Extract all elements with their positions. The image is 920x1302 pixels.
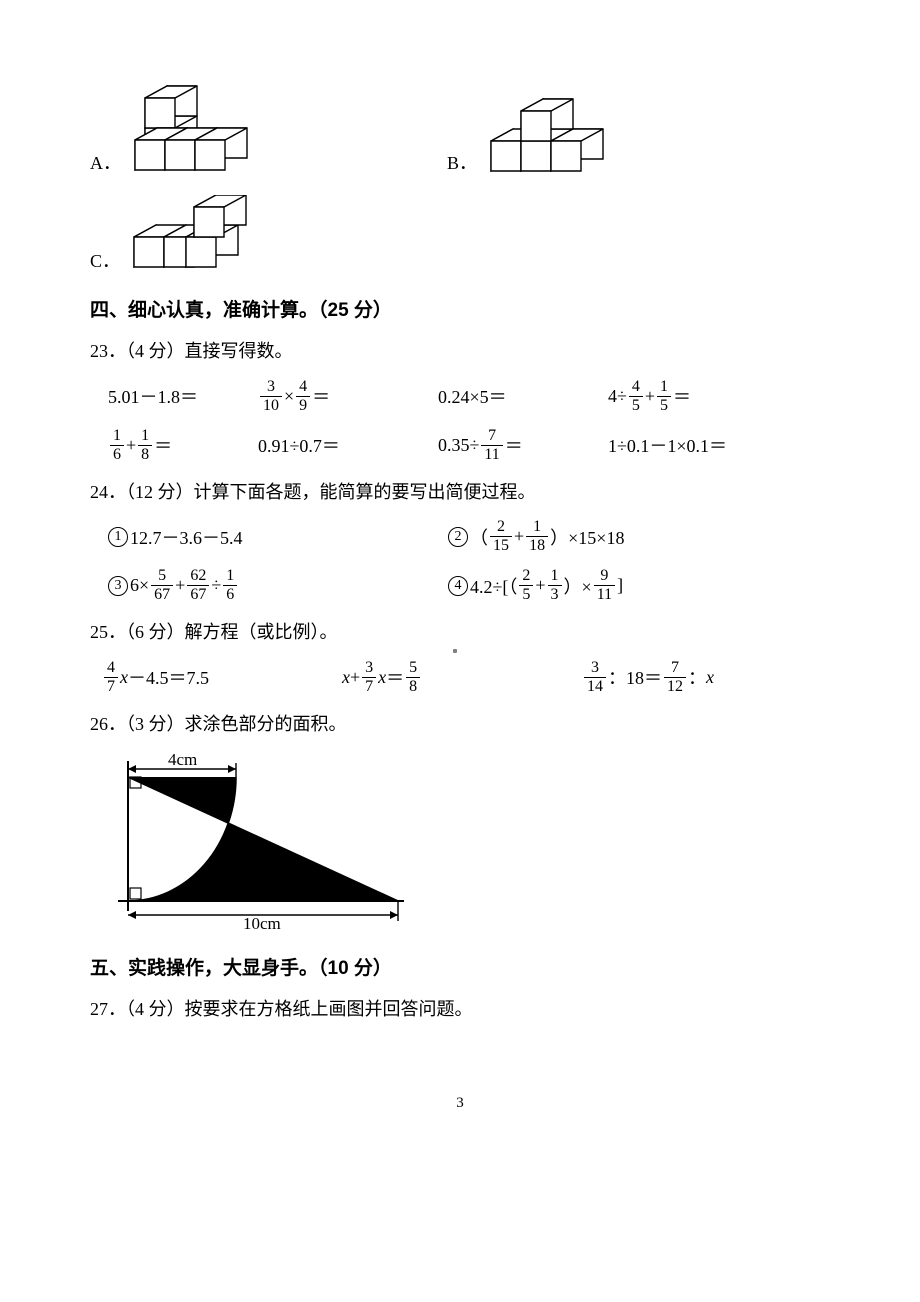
page-number: 3 <box>90 1095 830 1112</box>
q26-figure: 4cm 10cm <box>108 751 830 931</box>
q25-c3: 314 ：18＝ 712 ：x <box>582 660 830 695</box>
q23-text: 23．（4 分）直接写得数。 <box>90 336 830 367</box>
q23-r2c3: 0.35÷ 711 ＝ <box>438 428 608 463</box>
svg-text:10cm: 10cm <box>243 914 281 931</box>
section-5-heading: 五、实践操作，大显身手。（10 分） <box>90 953 830 980</box>
choice-c: C． <box>90 195 256 273</box>
choice-a-label: A． <box>90 149 121 175</box>
q27-text: 27．（4 分）按要求在方格纸上画图并回答问题。 <box>90 994 830 1025</box>
q24-text: 24．（12 分）计算下面各题，能简算的要写出简便过程。 <box>90 477 830 508</box>
q25-grid: 47 x－4.5＝7.5 x+ 37 x＝ 58 314 ：18＝ 712 ：x <box>102 660 830 695</box>
q25-c2: x+ 37 x＝ 58 <box>342 660 582 695</box>
q24-c2: 2 （ 215 + 118 ）×15×18 <box>448 519 830 554</box>
q25-text: 25．（6 分）解方程（或比例）。 <box>90 617 830 648</box>
cube-figure-a <box>127 80 267 175</box>
section-4-heading: 四、细心认真，准确计算。（25 分） <box>90 295 830 322</box>
center-marker <box>453 649 457 653</box>
choice-c-label: C． <box>90 247 120 273</box>
q24-c1: 112.7－3.6－5.4 <box>108 524 448 550</box>
q23-r1c2: 310 × 49 ＝ <box>258 379 438 414</box>
q24-c3: 3 6× 567 + 6267 ÷ 16 <box>108 568 448 603</box>
q23-r1c4: 4÷ 45 + 15 ＝ <box>608 379 830 414</box>
q23-r1c1: 5.01－1.8＝ <box>108 383 258 409</box>
q24-grid: 112.7－3.6－5.4 2 （ 215 + 118 ）×15×18 3 6×… <box>108 519 830 603</box>
choice-b: B． <box>447 85 613 175</box>
q23-grid: 5.01－1.8＝ 310 × 49 ＝ 0.24×5＝ 4÷ 45 + 15 … <box>108 379 830 463</box>
q24-c4: 4 4.2÷[（ 25 + 13 ）× 911 ] <box>448 568 830 603</box>
choice-a: A． <box>90 80 267 175</box>
q26-text: 26．（3 分）求涂色部分的面积。 <box>90 709 830 740</box>
q25-c1: 47 x－4.5＝7.5 <box>102 660 342 695</box>
cube-figure-c <box>126 195 256 273</box>
choice-b-label: B． <box>447 149 477 175</box>
q23-r1c3: 0.24×5＝ <box>438 383 608 409</box>
svg-text:4cm: 4cm <box>168 751 197 769</box>
q23-r2c2: 0.91÷0.7＝ <box>258 432 438 458</box>
q23-r2c1: 16 + 18 ＝ <box>108 428 258 463</box>
cube-figure-b <box>483 85 613 175</box>
q23-r2c4: 1÷0.1－1×0.1＝ <box>608 432 830 458</box>
